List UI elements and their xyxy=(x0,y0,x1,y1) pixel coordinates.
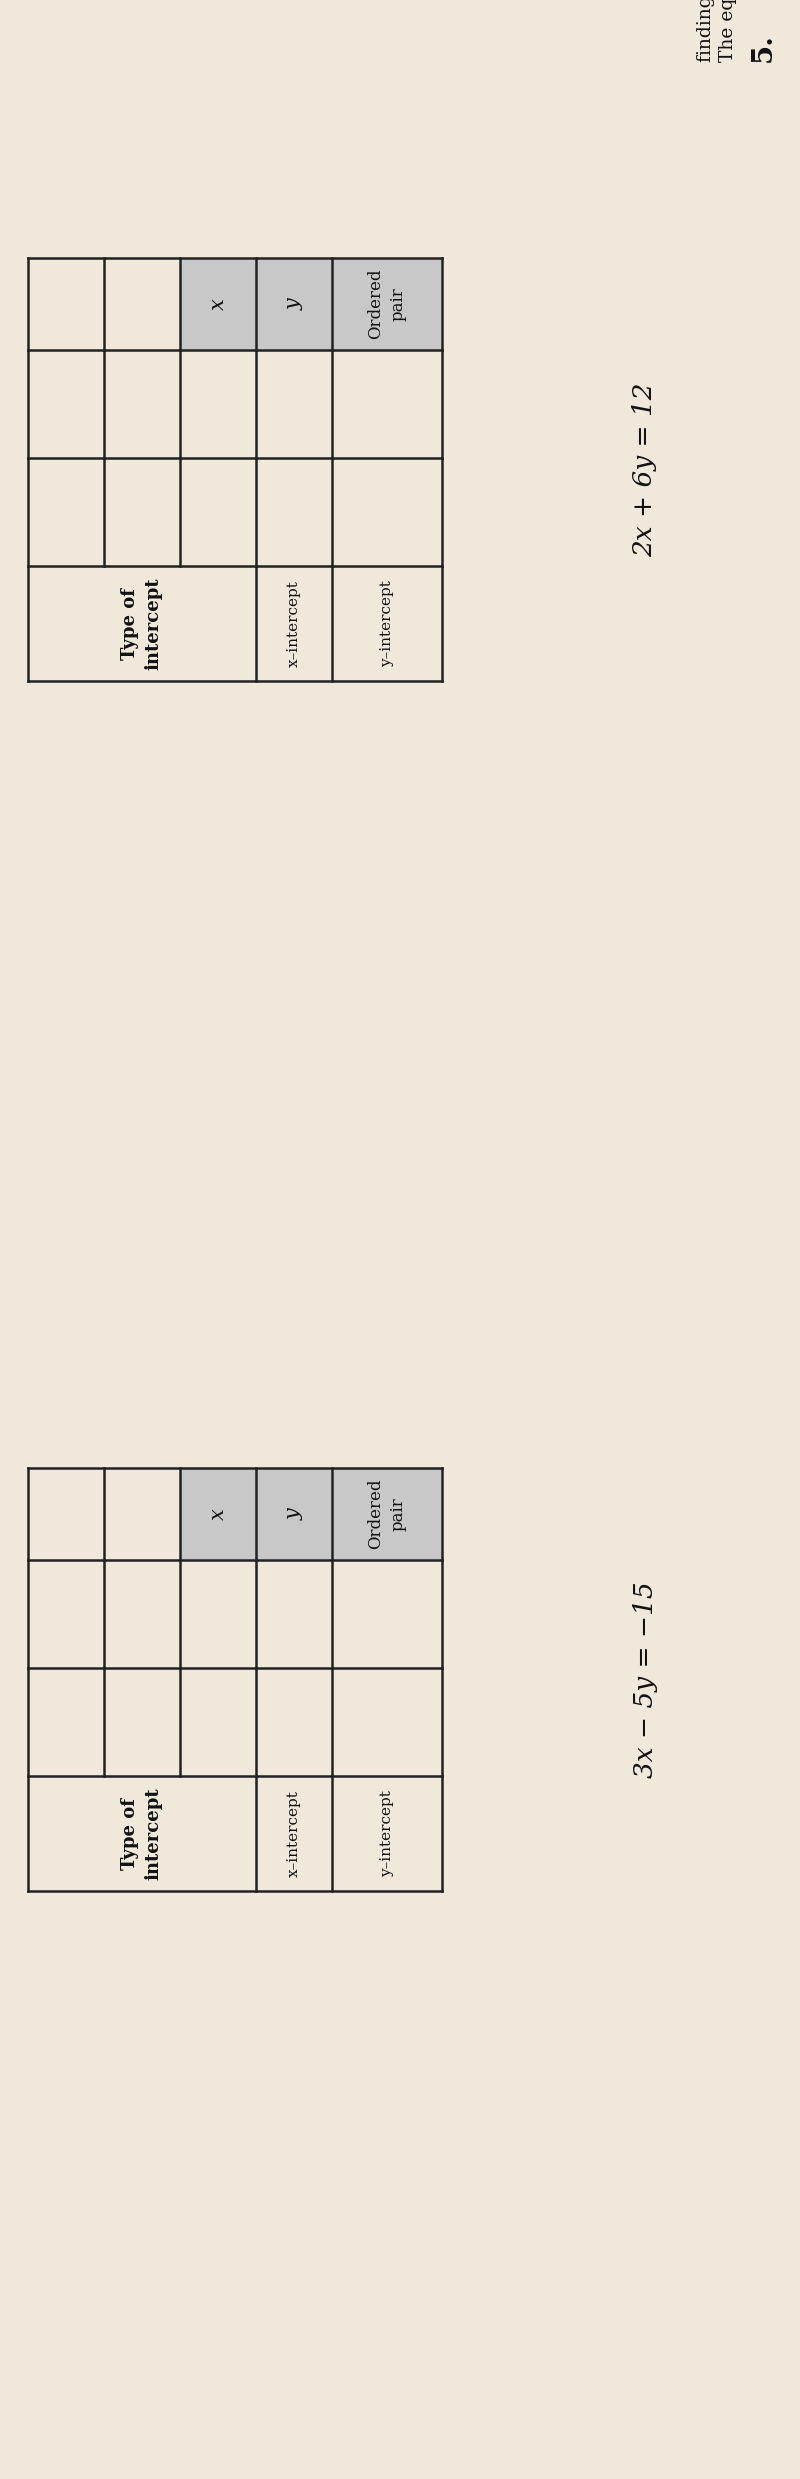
Text: x: x xyxy=(209,297,227,310)
Text: y: y xyxy=(285,1507,303,1520)
Bar xyxy=(180,258,256,350)
Bar xyxy=(180,1468,256,1559)
Text: Ordered
pair: Ordered pair xyxy=(367,1480,406,1549)
Text: 5.: 5. xyxy=(750,32,777,62)
Text: The equations given below are in standard form.  Complete both table of values b: The equations given below are in standar… xyxy=(719,0,737,62)
Text: 2x + 6y = 12: 2x + 6y = 12 xyxy=(633,382,658,558)
Bar xyxy=(256,1468,332,1559)
Text: x: x xyxy=(209,1507,227,1520)
Text: y: y xyxy=(285,297,303,310)
Bar xyxy=(256,258,332,350)
Text: x–intercept: x–intercept xyxy=(287,580,301,667)
Text: Ordered
pair: Ordered pair xyxy=(367,268,406,340)
Text: finding the x and y–intercepts of each equation.: finding the x and y–intercepts of each e… xyxy=(697,0,715,62)
Text: x–intercept: x–intercept xyxy=(287,1790,301,1877)
Text: Type of
intercept: Type of intercept xyxy=(122,578,163,669)
Text: y–intercept: y–intercept xyxy=(380,1790,394,1877)
Bar xyxy=(332,258,442,350)
Bar xyxy=(332,1468,442,1559)
Text: y–intercept: y–intercept xyxy=(380,580,394,667)
Text: 3x − 5y = −15: 3x − 5y = −15 xyxy=(633,1582,658,1777)
Text: Type of
intercept: Type of intercept xyxy=(122,1787,163,1879)
